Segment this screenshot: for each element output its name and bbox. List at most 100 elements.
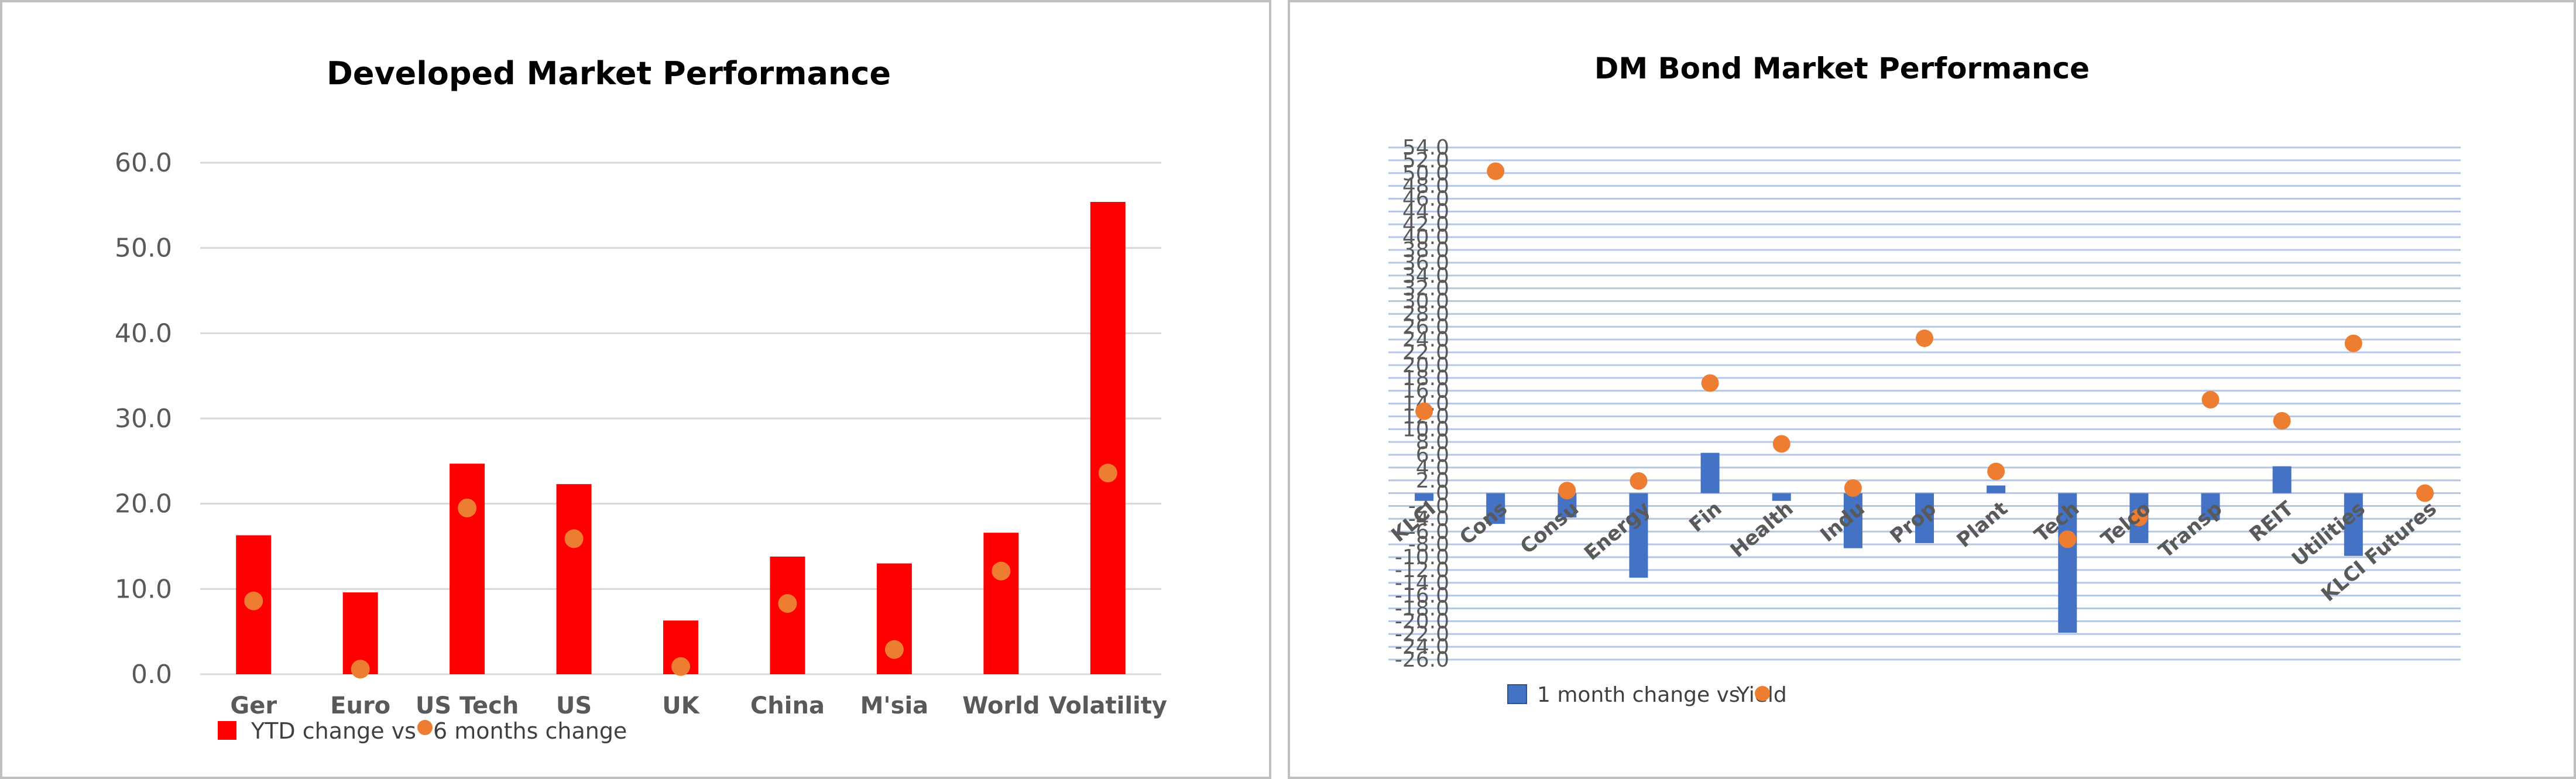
bar	[1415, 493, 1434, 501]
legend-label-bar: YTD change vs	[251, 718, 416, 744]
y-tick-label: -26.0	[1395, 648, 1449, 672]
y-tick-label: 8.0	[1416, 430, 1449, 454]
bar	[1843, 493, 1862, 548]
bar	[1987, 485, 2006, 493]
legend-swatch-bar	[1507, 684, 1527, 704]
y-tick-label: -4.0	[1408, 507, 1449, 531]
chart-title: DM Bond Market Performance	[1594, 52, 2090, 85]
y-tick-label: 50.0	[115, 234, 172, 263]
y-tick-label: 22.0	[1402, 341, 1449, 365]
y-tick-label: 10.0	[1402, 417, 1449, 441]
scatter-point	[564, 529, 584, 548]
y-tick-label: 34.0	[1402, 264, 1449, 288]
scatter-point	[884, 640, 904, 659]
scatter-point	[2344, 334, 2362, 352]
scatter-point	[1487, 162, 1505, 180]
y-tick-label: -8.0	[1408, 533, 1449, 557]
gridlines	[200, 162, 1161, 675]
scatter-series	[244, 464, 1117, 679]
bar	[1090, 202, 1126, 674]
y-tick-label: -6.0	[1408, 520, 1449, 544]
y-tick-label: -16.0	[1395, 584, 1449, 608]
y-tick-label: 40.0	[115, 318, 172, 348]
scatter-point	[458, 498, 477, 517]
scatter-point	[1701, 374, 1719, 392]
bar	[450, 464, 485, 674]
legend-swatch-bar	[218, 721, 236, 740]
y-tick-label: 2.0	[1416, 469, 1449, 493]
x-category-label: US Tech	[416, 692, 519, 719]
bar	[556, 484, 592, 674]
bar	[1629, 493, 1648, 578]
bar	[2344, 493, 2363, 556]
y-tick-label: 48.0	[1402, 174, 1449, 198]
legend-marker-dot	[1755, 686, 1770, 701]
y-tick-label: 50.0	[1402, 162, 1449, 186]
y-tick-label: 20.0	[1402, 354, 1449, 378]
scatter-point	[1415, 402, 1433, 420]
x-axis-categories: Ger Euro US Tech US UK China M'sia World Volatil…	[230, 692, 1167, 719]
y-tick-label: 24.0	[1402, 328, 1449, 352]
bar	[1486, 493, 1505, 524]
y-tick-label: 46.0	[1402, 187, 1449, 211]
y-tick-label: 6.0	[1416, 443, 1449, 467]
x-category-label: Ger	[230, 692, 277, 719]
y-tick-label: 40.0	[1402, 225, 1449, 249]
scatter-series	[1415, 162, 2434, 548]
y-tick-label: 32.0	[1402, 277, 1449, 301]
legend-label-bar: 1 month change vs	[1537, 683, 1740, 707]
bar	[1700, 452, 1720, 493]
bar	[1915, 493, 1934, 543]
x-category-label: Euro	[330, 692, 390, 719]
y-tick-label: -14.0	[1395, 571, 1449, 595]
y-tick-label: 18.0	[1402, 366, 1449, 390]
scatter-point	[1558, 482, 1576, 500]
bar	[2201, 493, 2220, 520]
y-axis-ticks: 0.0 10.0 20.0 30.0 40.0 50.0 60.0	[115, 148, 172, 689]
legend-label-dot: 6 months change	[433, 718, 627, 744]
legend[interactable]: 1 month change vs Yield	[1507, 683, 1787, 707]
legend[interactable]: YTD change vs 6 months change	[218, 718, 627, 744]
scatter-point	[2273, 412, 2291, 430]
scatter-point	[244, 591, 263, 610]
y-tick-label: 42.0	[1402, 212, 1449, 236]
scatter-point	[1772, 435, 1790, 453]
x-category-label: REIT	[2245, 496, 2299, 547]
y-tick-label: 36.0	[1402, 251, 1449, 275]
x-category-label: World	[962, 692, 1040, 719]
scatter-point	[2059, 530, 2077, 548]
bar	[1772, 493, 1791, 501]
y-tick-label: 30.0	[1402, 290, 1449, 314]
scatter-point	[1987, 462, 2005, 481]
y-axis-ticks: -26.0-24.0-22.0-20.0-18.0-16.0-14.0-12.0…	[1395, 136, 1449, 672]
developed-market-chart-panel: Developed Market Performance 0.0 10.0 20.0…	[0, 0, 1271, 779]
bar	[2058, 493, 2077, 633]
scatter-point	[671, 657, 690, 676]
scatter-point	[2201, 390, 2220, 409]
y-tick-label: 28.0	[1402, 302, 1449, 326]
bar	[983, 533, 1019, 674]
y-tick-label: 44.0	[1402, 200, 1449, 224]
scatter-point	[1916, 329, 1933, 347]
y-tick-label: 0.0	[131, 660, 172, 689]
y-tick-label: 26.0	[1402, 315, 1449, 339]
gridlines	[1388, 146, 2461, 661]
x-category-label: Volatility	[1049, 692, 1167, 719]
x-category-label: M'sia	[860, 692, 929, 719]
y-tick-label: -12.0	[1395, 558, 1449, 582]
bar	[2272, 466, 2292, 493]
x-category-label: UK	[662, 692, 700, 719]
y-tick-label: 20.0	[115, 489, 172, 519]
developed-market-chart: Developed Market Performance 0.0 10.0 20.0…	[115, 55, 1167, 744]
y-tick-label: 16.0	[1402, 379, 1449, 403]
scatter-point	[2416, 484, 2434, 502]
chart-title: Developed Market Performance	[327, 55, 891, 92]
scatter-point	[1098, 464, 1117, 483]
y-tick-label: 0	[1436, 482, 1449, 506]
scatter-point	[1844, 479, 1862, 497]
y-tick-label: 30.0	[115, 404, 172, 434]
x-category-label: US	[556, 692, 592, 719]
y-tick-label: 54.0	[1402, 136, 1449, 160]
scatter-point	[2130, 509, 2148, 527]
